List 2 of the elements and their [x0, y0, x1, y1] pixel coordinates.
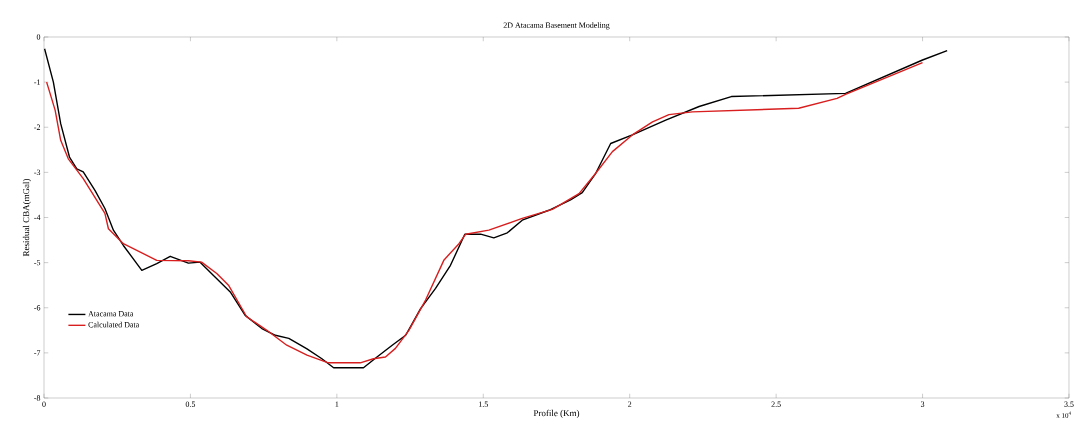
x-axis-title: Profile (Km) — [533, 409, 580, 418]
y-axis-title: Residual CBA(mGal) — [22, 178, 31, 257]
